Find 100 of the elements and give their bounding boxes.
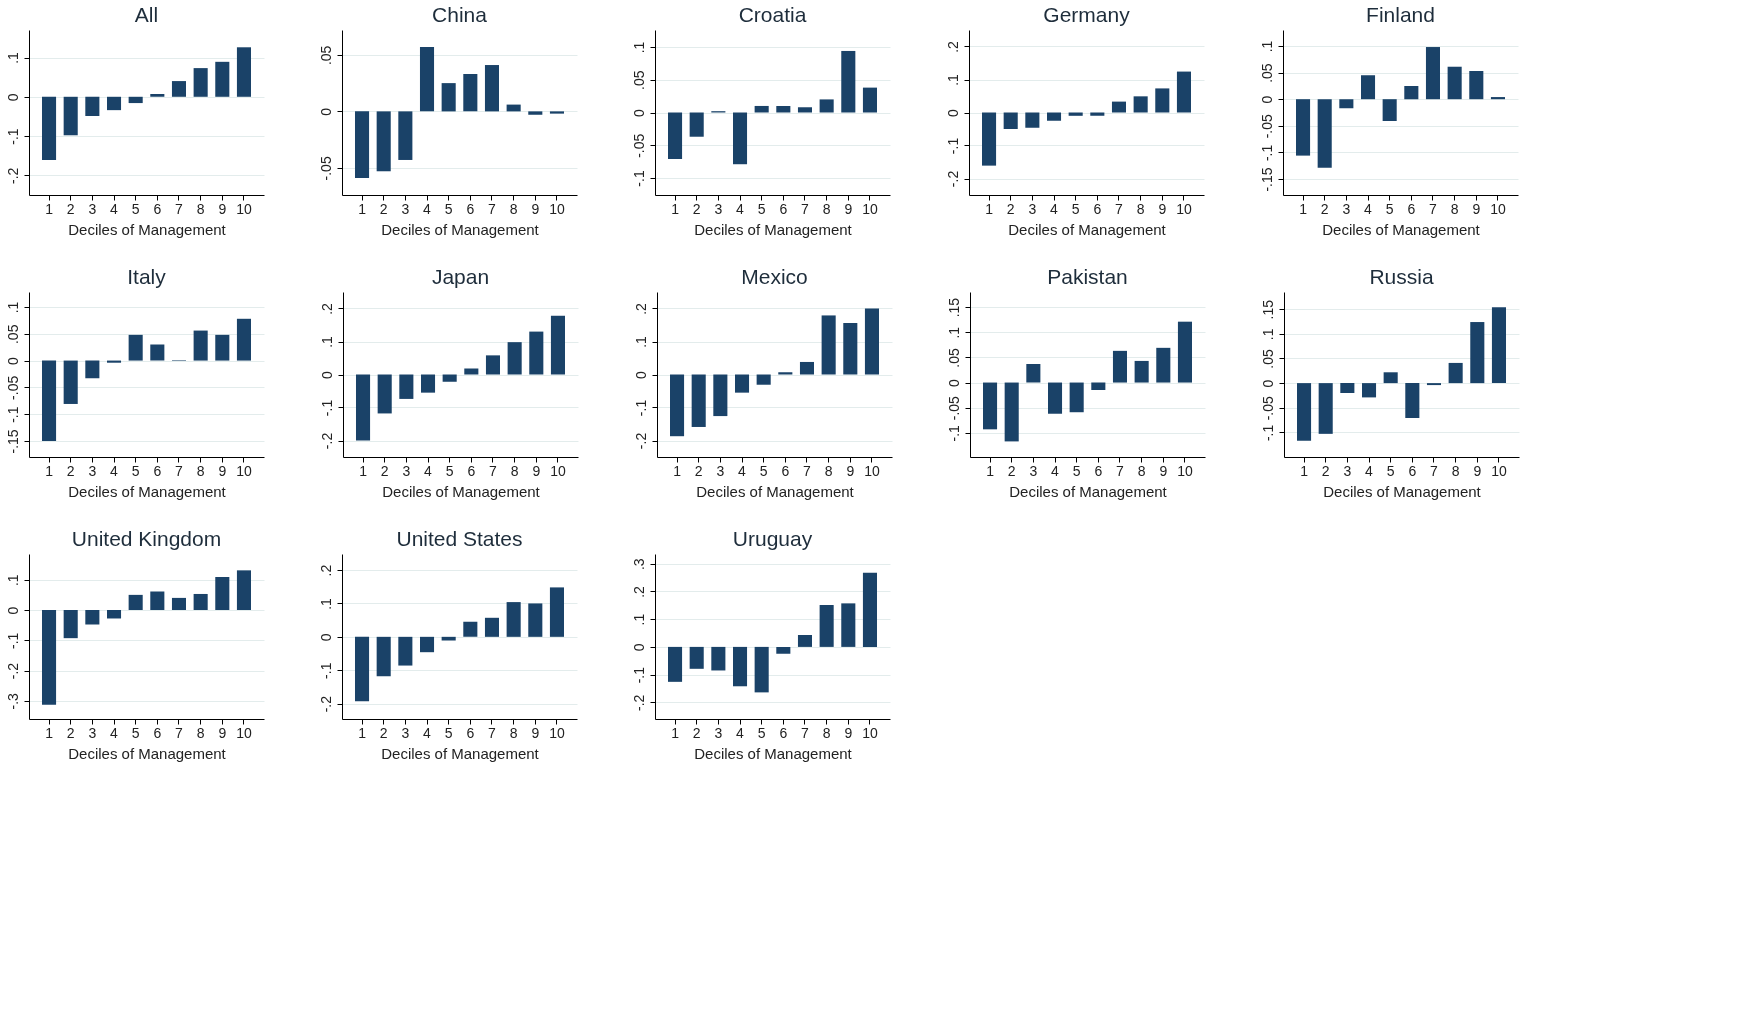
x-tick-label: 4 <box>1365 462 1374 479</box>
x-tick-label: 9 <box>1473 462 1482 479</box>
x-tick-label: 8 <box>1451 462 1460 479</box>
y-tick-label: -.05 <box>945 395 962 421</box>
x-tick-label: 8 <box>824 462 833 479</box>
y-tick-label: .1 <box>945 326 962 339</box>
x-axis-title: Deciles of Management <box>694 220 853 238</box>
bar <box>799 361 815 375</box>
x-tick-label: 1 <box>986 462 995 479</box>
x-tick-label: 10 <box>236 200 252 217</box>
x-tick-label: 6 <box>779 200 788 217</box>
x-tick-label: 9 <box>846 462 855 479</box>
x-tick-label: 10 <box>236 724 252 741</box>
bar <box>1134 360 1149 383</box>
bar <box>1382 99 1397 122</box>
y-tick-label: 0 <box>1258 95 1275 104</box>
x-tick-label: 3 <box>88 200 97 217</box>
y-tick-label: -.05 <box>4 375 21 400</box>
y-tick-label: .05 <box>1258 63 1275 83</box>
x-tick-label: 1 <box>1300 462 1309 479</box>
bar <box>1111 101 1127 113</box>
chart-title: United Kingdom <box>71 527 222 550</box>
bar <box>1340 383 1355 393</box>
x-tick-label: 8 <box>1137 462 1146 479</box>
bar <box>236 318 251 361</box>
bar <box>1091 382 1106 391</box>
bar <box>463 621 478 637</box>
bar <box>441 636 456 641</box>
x-tick-label: 4 <box>110 200 119 217</box>
chart-title: Finland <box>1366 3 1435 26</box>
bar <box>215 334 230 361</box>
bar <box>507 342 522 375</box>
bar <box>193 68 208 97</box>
x-tick-label: 1 <box>45 200 54 217</box>
bar <box>376 111 391 172</box>
y-tick-label: .05 <box>945 347 962 368</box>
x-tick-label: 3 <box>716 462 725 479</box>
x-axis-title: Deciles of Management <box>381 744 540 762</box>
y-tick-label: .1 <box>318 335 335 348</box>
chart-title: United States <box>396 527 523 550</box>
bar <box>1133 96 1148 113</box>
x-tick-label: 10 <box>1491 462 1507 479</box>
chart-title: Italy <box>127 265 167 288</box>
bar <box>42 96 57 161</box>
y-tick-label: -.2 <box>944 170 961 188</box>
bar <box>797 634 813 647</box>
x-tick-label: 8 <box>822 724 831 741</box>
bar <box>85 96 100 117</box>
bar <box>420 374 436 393</box>
bar <box>732 646 748 687</box>
x-tick-label: 9 <box>218 462 227 479</box>
bar <box>864 308 879 375</box>
y-tick-label: .1 <box>317 597 334 610</box>
bar <box>819 605 834 647</box>
x-tick-label: 8 <box>196 462 205 479</box>
x-tick-label: 3 <box>714 200 723 217</box>
x-tick-label: 2 <box>380 462 389 479</box>
y-tick-label: -.1 <box>1259 424 1276 442</box>
bar <box>506 602 521 637</box>
x-tick-label: 10 <box>1490 200 1506 217</box>
bar <box>171 597 187 611</box>
x-tick-label: 10 <box>864 462 880 479</box>
bar <box>63 360 78 404</box>
x-tick-label: 1 <box>45 724 54 741</box>
x-tick-label: 7 <box>175 724 184 741</box>
x-tick-label: 1 <box>358 724 367 741</box>
bar <box>734 374 750 393</box>
x-tick-label: 1 <box>671 200 680 217</box>
bar <box>398 636 413 666</box>
x-tick-label: 10 <box>862 724 878 741</box>
y-tick-label: 0 <box>4 93 21 102</box>
x-tick-label: 5 <box>1385 200 1394 217</box>
x-tick-label: 7 <box>488 200 497 217</box>
bar <box>754 646 769 693</box>
x-tick-label: 6 <box>1093 200 1102 217</box>
bar <box>670 374 685 437</box>
bar <box>1317 99 1332 168</box>
y-tick-label: -.1 <box>945 424 962 442</box>
x-tick-label: 2 <box>1321 462 1330 479</box>
x-axis-title: Deciles of Management <box>381 220 540 238</box>
x-tick-label: 5 <box>131 724 140 741</box>
bar <box>1112 350 1128 383</box>
bar <box>193 330 208 361</box>
x-tick-label: 2 <box>1320 200 1329 217</box>
y-tick-label: .1 <box>632 335 649 348</box>
y-tick-label: .1 <box>1258 40 1275 53</box>
bar <box>1177 321 1192 383</box>
x-tick-label: 4 <box>1051 462 1060 479</box>
x-tick-label: 2 <box>694 462 703 479</box>
x-tick-label: 4 <box>110 724 119 741</box>
x-tick-label: 1 <box>45 462 54 479</box>
bar <box>713 374 728 417</box>
bar <box>484 617 500 637</box>
bar <box>236 47 251 97</box>
x-tick-label: 3 <box>1029 462 1038 479</box>
bar <box>689 646 704 669</box>
chart-title: China <box>432 3 488 26</box>
x-tick-label: 5 <box>1071 200 1080 217</box>
bar <box>42 610 57 705</box>
x-tick-label: 8 <box>1450 200 1459 217</box>
